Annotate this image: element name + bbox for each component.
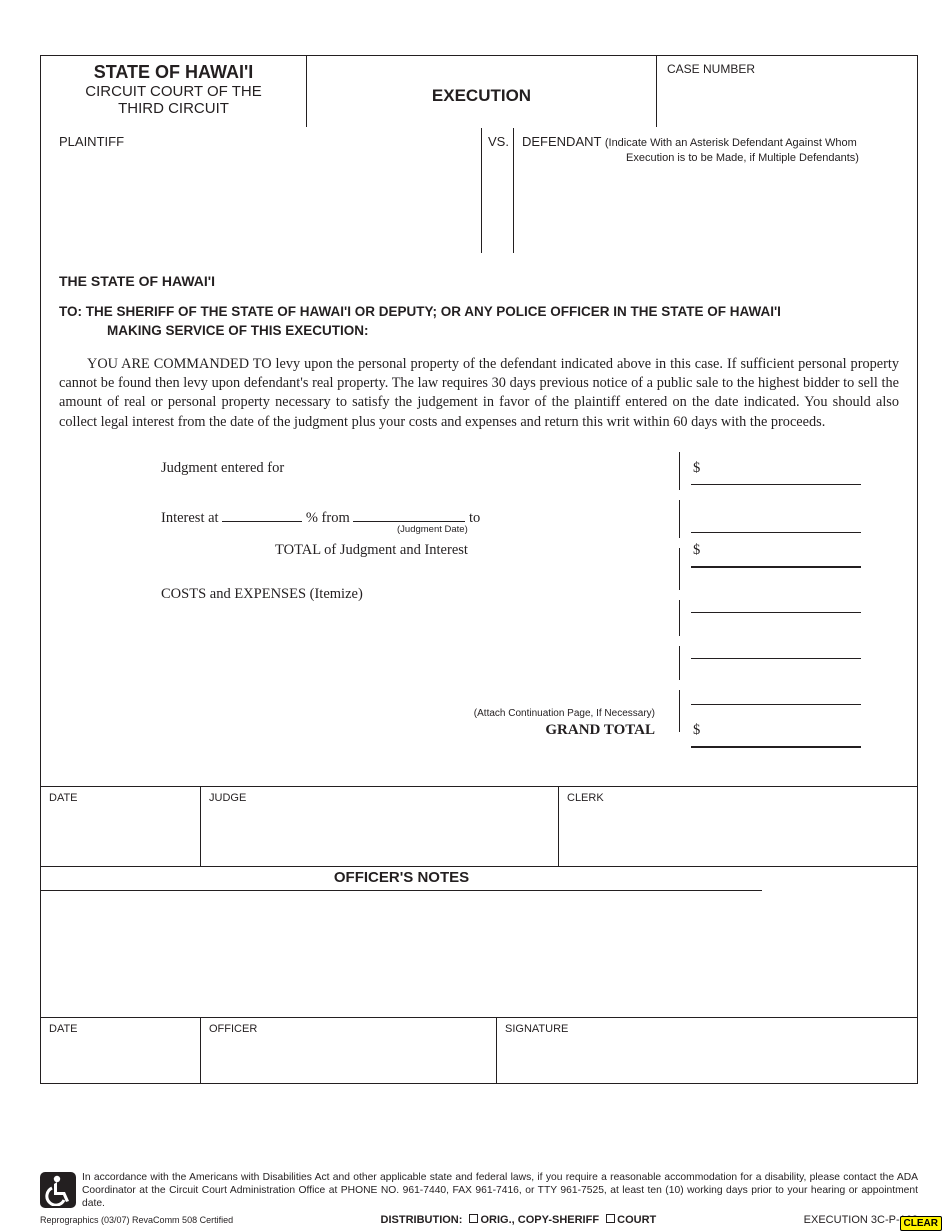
amount-line[interactable] xyxy=(691,484,861,485)
signature-row-1: DATE JUDGE CLERK xyxy=(41,786,917,866)
to-line: TO: THE SHERIFF OF THE STATE OF HAWAI'I … xyxy=(59,303,899,341)
form-page: STATE OF HAWAI'I CIRCUIT COURT OF THE TH… xyxy=(40,55,918,1084)
plaintiff-label: PLAINTIFF xyxy=(59,134,124,149)
ada-text: In accordance with the Americans with Di… xyxy=(82,1172,918,1211)
defendant-label: DEFENDANT xyxy=(522,134,601,149)
state-name: STATE OF HAWAI'I xyxy=(45,62,302,83)
officer-notes-title: OFFICER'S NOTES xyxy=(41,867,762,891)
interest-label: Interest at xyxy=(161,510,219,526)
to-line-2: MAKING SERVICE OF THIS EXECUTION: xyxy=(107,322,899,341)
footer: In accordance with the Americans with Di… xyxy=(40,1172,918,1226)
to-line-1: TO: THE SHERIFF OF THE STATE OF HAWAI'I … xyxy=(59,304,781,319)
pct-from: % from xyxy=(306,510,350,526)
amount-line[interactable] xyxy=(691,704,861,705)
court-name-2: THIRD CIRCUIT xyxy=(45,100,302,117)
distribution: DISTRIBUTION: ORIG., COPY-SHERIFF COURT xyxy=(381,1214,657,1226)
amount-line[interactable] xyxy=(691,532,861,533)
vs-label: VS. xyxy=(488,134,509,149)
judge-cell[interactable]: JUDGE xyxy=(201,787,559,866)
case-number-cell[interactable]: CASE NUMBER xyxy=(657,56,917,127)
dollar-sign: $ xyxy=(693,722,700,739)
parties-row: PLAINTIFF VS. DEFENDANT (Indicate With a… xyxy=(41,128,917,263)
judgment-date-input[interactable] xyxy=(353,508,465,522)
plaintiff-cell[interactable]: PLAINTIFF xyxy=(41,128,481,263)
officer-notes-area[interactable] xyxy=(41,891,917,1017)
amounts-area: Judgment entered for $ Interest at % fro… xyxy=(59,460,899,770)
divider xyxy=(679,600,680,636)
form-title: EXECUTION xyxy=(307,56,657,127)
officer-notes-section: OFFICER'S NOTES xyxy=(41,866,917,1017)
bottom-line: Reprographics (03/07) RevaComm 508 Certi… xyxy=(40,1214,918,1226)
court-cell: STATE OF HAWAI'I CIRCUIT COURT OF THE TH… xyxy=(41,56,307,127)
reprographics-label: Reprographics (03/07) RevaComm 508 Certi… xyxy=(40,1215,233,1225)
attach-note: (Attach Continuation Page, If Necessary) xyxy=(474,708,655,719)
amount-line[interactable] xyxy=(691,566,861,568)
divider xyxy=(481,128,482,253)
divider xyxy=(679,690,680,732)
divider xyxy=(679,548,680,590)
clear-button[interactable]: CLEAR xyxy=(900,1216,942,1231)
body-section: THE STATE OF HAWAI'I TO: THE SHERIFF OF … xyxy=(41,263,917,786)
defendant-hint-2: Execution is to be Made, if Multiple Def… xyxy=(626,152,859,164)
header-row: STATE OF HAWAI'I CIRCUIT COURT OF THE TH… xyxy=(41,56,917,128)
date-cell-2[interactable]: DATE xyxy=(41,1018,201,1083)
checkbox-court[interactable] xyxy=(606,1214,615,1223)
signature-cell[interactable]: SIGNATURE xyxy=(497,1018,917,1083)
case-number-label: CASE NUMBER xyxy=(667,62,755,76)
grand-total-label: GRAND TOTAL xyxy=(545,722,655,739)
command-paragraph: YOU ARE COMMANDED TO levy upon the perso… xyxy=(59,355,899,432)
divider xyxy=(679,646,680,680)
amount-line[interactable] xyxy=(691,746,861,748)
defendant-cell[interactable]: DEFENDANT (Indicate With an Asterisk Def… xyxy=(516,128,917,263)
state-of-hawaii: THE STATE OF HAWAI'I xyxy=(59,273,899,289)
costs-label: COSTS and EXPENSES (Itemize) xyxy=(161,586,691,603)
dollar-sign: $ xyxy=(693,460,700,477)
amount-line[interactable] xyxy=(691,658,861,659)
signature-row-2: DATE OFFICER SIGNATURE xyxy=(41,1017,917,1083)
judgment-label: Judgment entered for xyxy=(161,460,691,477)
date-cell-1[interactable]: DATE xyxy=(41,787,201,866)
interest-rate-input[interactable] xyxy=(222,508,302,522)
divider xyxy=(513,128,514,253)
accessibility-icon xyxy=(40,1172,76,1208)
court-name-1: CIRCUIT COURT OF THE xyxy=(45,83,302,100)
vs-cell: VS. xyxy=(481,128,516,263)
total-label: TOTAL of Judgment and Interest xyxy=(275,542,468,559)
checkbox-orig[interactable] xyxy=(469,1214,478,1223)
defendant-hint-1: (Indicate With an Asterisk Defendant Aga… xyxy=(605,137,857,149)
officer-cell[interactable]: OFFICER xyxy=(201,1018,497,1083)
judgment-date-sublabel: (Judgment Date) xyxy=(397,524,468,535)
ada-row: In accordance with the Americans with Di… xyxy=(40,1172,918,1211)
dollar-sign: $ xyxy=(693,542,700,559)
clerk-cell[interactable]: CLERK xyxy=(559,787,917,866)
to-label: to xyxy=(469,510,480,526)
amount-line[interactable] xyxy=(691,612,861,613)
